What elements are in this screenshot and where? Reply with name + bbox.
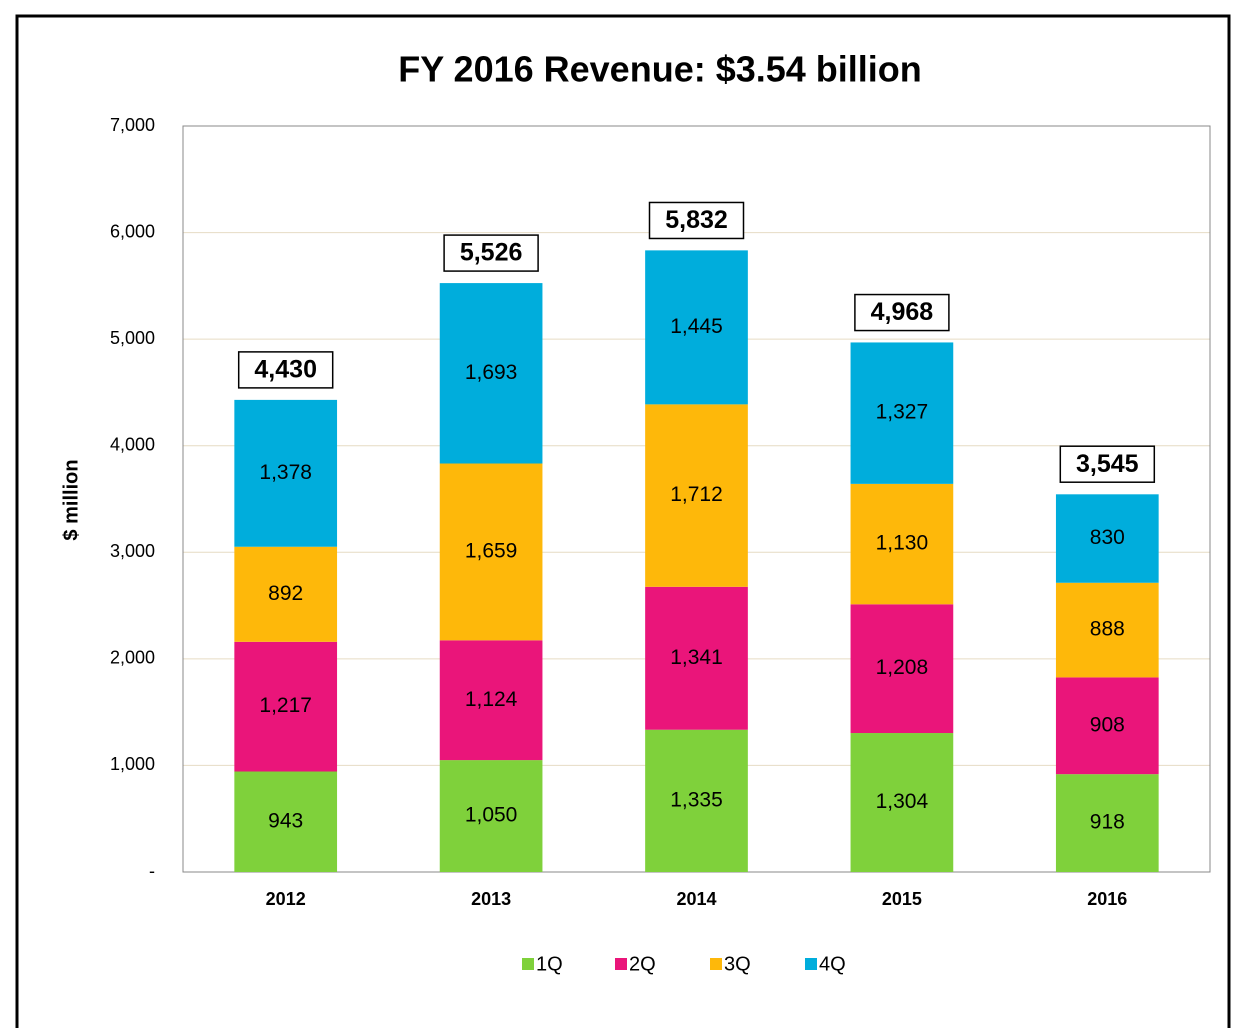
y-tick-label: 4,000 bbox=[110, 434, 155, 454]
legend-label: 3Q bbox=[724, 953, 751, 975]
bar-segment bbox=[850, 604, 954, 734]
legend-swatch bbox=[615, 958, 627, 970]
value-label: 1,378 bbox=[259, 461, 312, 484]
bar-segment bbox=[439, 760, 543, 872]
x-tick-label: 2014 bbox=[676, 889, 716, 909]
value-label: 1,124 bbox=[465, 688, 518, 711]
value-label: 1,693 bbox=[465, 361, 518, 384]
value-label: 1,341 bbox=[670, 646, 723, 669]
total-label: 5,526 bbox=[460, 239, 523, 267]
bar-segment bbox=[234, 399, 338, 547]
bar-segment bbox=[234, 641, 338, 772]
legend-swatch bbox=[522, 958, 534, 970]
x-tick-label: 2013 bbox=[471, 889, 511, 909]
bar-segment bbox=[234, 771, 338, 872]
value-label: 1,208 bbox=[876, 656, 929, 679]
value-label: 888 bbox=[1090, 618, 1125, 641]
bar-segment bbox=[1055, 677, 1159, 775]
value-label: 892 bbox=[268, 582, 303, 605]
frame bbox=[15, 14, 1231, 1028]
legend-label: 1Q bbox=[536, 953, 563, 975]
total-label: 4,968 bbox=[871, 298, 934, 326]
value-label: 830 bbox=[1090, 526, 1125, 549]
bar-segment bbox=[1055, 582, 1159, 678]
x-tick-label: 2016 bbox=[1087, 889, 1127, 909]
total-box bbox=[237, 351, 334, 389]
bar-segment bbox=[645, 404, 748, 587]
chart-title: FY 2016 Revenue: $3.54 billion bbox=[398, 49, 922, 90]
y-tick-label: 1,000 bbox=[110, 754, 155, 774]
bar-segment bbox=[1055, 774, 1159, 872]
y-tick-label: - bbox=[149, 861, 155, 881]
bar-segment bbox=[439, 283, 543, 464]
legend-swatch bbox=[805, 958, 817, 970]
total-box bbox=[1059, 445, 1156, 483]
y-tick-label: 2,000 bbox=[110, 648, 155, 668]
total-label: 4,430 bbox=[254, 355, 317, 383]
value-label: 918 bbox=[1090, 811, 1125, 834]
value-label: 1,335 bbox=[670, 788, 723, 811]
y-tick-label: 6,000 bbox=[110, 221, 155, 241]
y-tick-label: 3,000 bbox=[110, 541, 155, 561]
y-tick-label: 5,000 bbox=[110, 328, 155, 348]
value-label: 1,712 bbox=[670, 483, 723, 506]
bar-segment bbox=[850, 483, 954, 605]
value-label: 1,659 bbox=[465, 539, 518, 562]
value-label: 1,304 bbox=[876, 790, 929, 813]
bar-segment bbox=[1055, 494, 1159, 583]
bar-segment bbox=[645, 250, 748, 405]
legend-label: 4Q bbox=[819, 953, 846, 975]
value-label: 908 bbox=[1090, 713, 1125, 736]
value-label: 1,050 bbox=[465, 804, 518, 827]
bar-segment bbox=[645, 586, 748, 730]
y-tick-label: 7,000 bbox=[110, 115, 155, 135]
value-label: 1,130 bbox=[876, 532, 929, 555]
x-tick-label: 2015 bbox=[882, 889, 922, 909]
bar-segment bbox=[645, 729, 748, 872]
value-label: 1,217 bbox=[259, 694, 312, 717]
total-box bbox=[648, 201, 745, 240]
legend-label: 2Q bbox=[629, 953, 656, 975]
bar-segment bbox=[850, 733, 954, 872]
value-label: 1,327 bbox=[876, 401, 929, 424]
value-label: 1,445 bbox=[670, 315, 723, 338]
bar-segment bbox=[439, 463, 543, 641]
x-tick-label: 2012 bbox=[266, 889, 306, 909]
legend-swatch bbox=[710, 958, 722, 970]
value-label: 943 bbox=[268, 809, 303, 832]
total-box bbox=[854, 293, 950, 332]
y-axis-label: $ million bbox=[60, 459, 82, 540]
bar-segment bbox=[850, 342, 954, 484]
total-box bbox=[443, 234, 539, 272]
total-label: 3,545 bbox=[1076, 450, 1139, 478]
total-label: 5,832 bbox=[665, 206, 728, 234]
bar-segment bbox=[439, 640, 543, 761]
bar-segment bbox=[234, 546, 338, 642]
